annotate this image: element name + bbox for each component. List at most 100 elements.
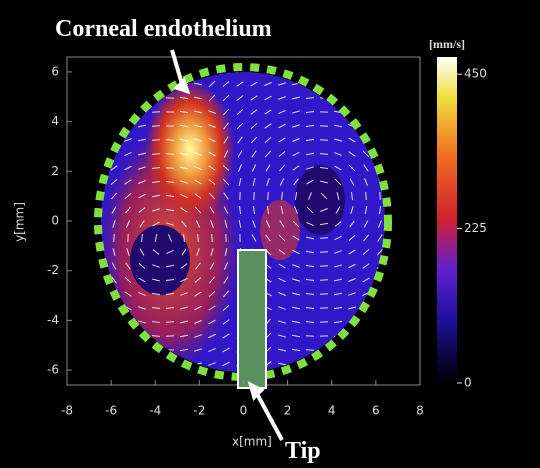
flow-vector: [305, 307, 315, 309]
flow-vector: [278, 277, 286, 283]
flow-vector: [362, 248, 370, 256]
flow-vector: [138, 277, 146, 283]
flow-vector: [292, 124, 300, 128]
flow-vector: [180, 306, 188, 310]
flow-vector: [151, 335, 161, 337]
flow-vector: [165, 279, 175, 281]
flow-vector: [252, 178, 256, 186]
flow-vector: [251, 234, 257, 242]
flow-vector: [348, 137, 356, 143]
x-tick-label: 2: [284, 404, 292, 418]
flow-vector: [194, 348, 202, 352]
flow-vector: [138, 193, 146, 199]
flow-vector: [278, 249, 286, 255]
flow-vector: [195, 262, 201, 270]
flow-vector: [264, 150, 272, 158]
flow-vector: [125, 206, 131, 214]
flow-vector: [222, 361, 230, 367]
flow-vector: [223, 262, 229, 270]
flow-vector: [194, 138, 202, 142]
flow-vector: [124, 193, 132, 199]
flow-vector: [305, 349, 315, 351]
flow-vector: [138, 152, 146, 156]
flow-vector: [237, 136, 243, 144]
flow-vector: [194, 320, 202, 324]
flow-vector: [194, 152, 202, 156]
flow-vector: [125, 262, 131, 270]
flow-vector: [222, 165, 230, 171]
flow-vector: [291, 96, 301, 100]
flow-vector: [264, 109, 272, 115]
flow-vector: [222, 347, 230, 353]
flow-vector: [264, 95, 272, 101]
x-tick-label: 0: [240, 404, 248, 418]
flow-vector: [223, 136, 229, 144]
flow-vector: [152, 249, 160, 255]
flow-vector: [305, 321, 315, 323]
flow-vector: [305, 152, 315, 156]
flow-vector: [278, 320, 286, 324]
flow-vector: [351, 191, 353, 201]
flow-vector: [334, 235, 342, 241]
flow-vector: [151, 180, 161, 184]
flow-vector: [208, 305, 216, 311]
flow-vector: [348, 249, 356, 255]
flow-vector: [151, 153, 161, 155]
flow-vector: [279, 178, 285, 186]
flow-vector: [139, 220, 145, 228]
flow-vector: [305, 97, 315, 99]
flow-vector: [267, 191, 269, 201]
flow-vector: [292, 278, 300, 282]
flow-vector: [208, 290, 216, 298]
flow-vector: [251, 164, 257, 172]
flow-vector: [179, 96, 189, 100]
flow-vector: [350, 206, 354, 214]
flow-vector: [362, 150, 370, 158]
flow-vector: [278, 292, 286, 296]
flow-vector: [138, 306, 146, 310]
flow-vector: [194, 206, 202, 214]
flow-vector: [181, 248, 187, 256]
flow-vector: [165, 293, 175, 295]
flow-vector: [348, 278, 356, 282]
flow-vector: [336, 191, 340, 201]
flow-vector: [334, 264, 342, 268]
flow-vector: [278, 96, 286, 100]
flow-vector: [292, 264, 300, 268]
flow-vector: [138, 166, 146, 170]
flow-vector: [236, 95, 244, 101]
flow-vector: [363, 220, 369, 228]
flow-vector: [124, 276, 132, 284]
flow-vector: [179, 138, 189, 142]
flow-vector: [139, 248, 145, 256]
flow-vector: [266, 178, 270, 186]
flow-vector: [319, 222, 329, 226]
flow-vector: [319, 180, 329, 184]
flow-vector: [237, 150, 243, 158]
colorbar-unit: [mm/s]: [429, 37, 465, 51]
y-tick-label: 0: [51, 214, 59, 228]
flow-vector: [348, 235, 356, 241]
flow-vector: [194, 165, 202, 171]
flow-vector: [208, 110, 216, 114]
flow-vector: [166, 222, 174, 226]
flow-vector: [333, 124, 343, 128]
flow-vector: [151, 167, 161, 169]
flow-vector: [305, 335, 315, 337]
flow-vector: [348, 151, 356, 157]
annotation: Tip: [285, 438, 321, 464]
flow-vector: [112, 220, 116, 228]
flow-vector: [210, 248, 214, 256]
flow-vector: [179, 320, 189, 324]
flow-vector: [125, 220, 131, 228]
flow-vector: [333, 306, 343, 310]
colorbar: [437, 57, 457, 383]
flow-vector: [334, 138, 342, 142]
y-tick-label: 2: [51, 164, 59, 178]
flow-vector: [151, 292, 161, 296]
flow-vector: [194, 305, 202, 311]
flow-vector: [291, 348, 301, 352]
flow-vector: [194, 277, 202, 283]
flow-vector: [208, 165, 216, 171]
flow-vector: [124, 165, 132, 171]
